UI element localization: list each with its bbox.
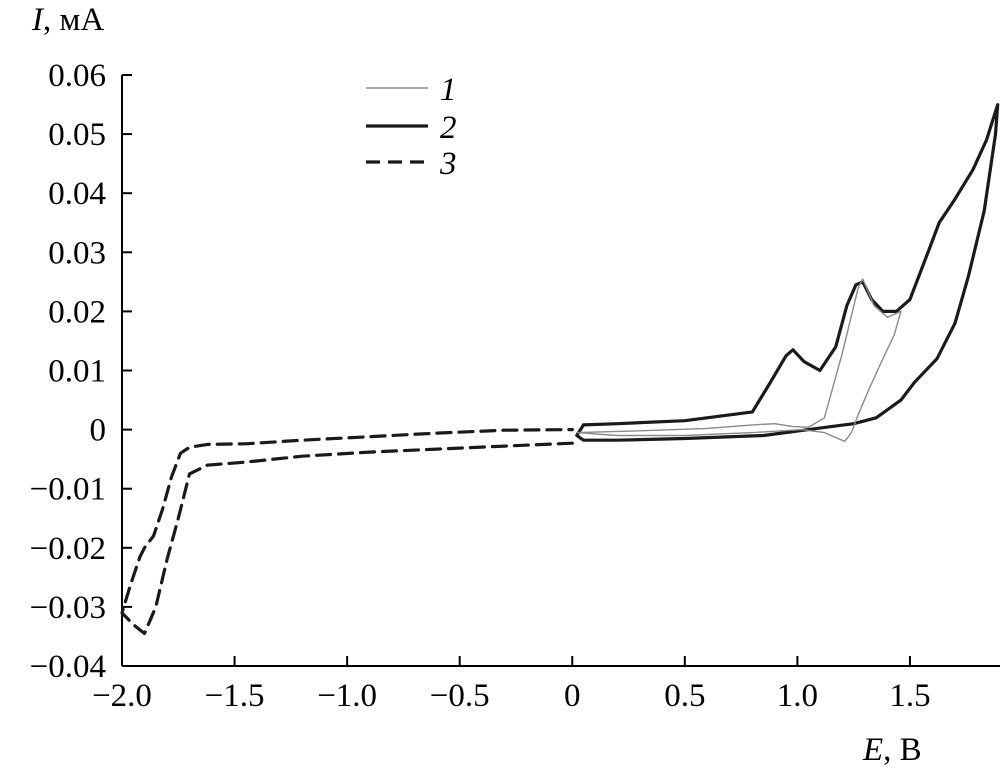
series-line-1 [576, 278, 902, 443]
x-tick-label: −1.0 [317, 678, 377, 714]
y-tick-label: 0 [90, 413, 107, 449]
y-tick-label: −0.02 [30, 531, 106, 567]
y-axis-title: I, мА [31, 2, 104, 38]
x-tick-label: 1.5 [889, 678, 930, 714]
legend: 123 [366, 72, 457, 182]
y-tick-label: −0.01 [30, 472, 106, 508]
x-axis-unit: , В [883, 732, 922, 768]
y-tick-label: 0.01 [48, 354, 106, 390]
y-tick-label: 0.05 [48, 117, 106, 153]
y-tick-label: 0.04 [48, 176, 106, 212]
y-tick-label: 0.03 [48, 235, 106, 271]
y-axis-symbol: I [31, 2, 45, 38]
x-tick-label: 0.5 [664, 678, 705, 714]
x-tick-label: −1.5 [205, 678, 265, 714]
legend-label-1: 1 [440, 72, 457, 108]
axes: 0.06 0.05 0.04 0.03 0.02 0.01 0 −0.01 −0.02 −0.03… [30, 58, 1000, 714]
legend-label-3: 3 [439, 146, 457, 182]
y-tick-label: 0.02 [48, 294, 106, 330]
legend-label-2: 2 [440, 110, 457, 146]
x-axis-symbol: E [862, 732, 883, 768]
series-line-2 [575, 103, 1000, 442]
x-tick-label: 0 [564, 678, 581, 714]
x-tick-label: −2.0 [92, 678, 152, 714]
series-layer [120, 103, 1000, 636]
x-axis-title: E, В [862, 732, 922, 768]
y-tick-label: −0.04 [30, 649, 106, 685]
series-line-3 [120, 428, 574, 636]
y-tick-label: 0.06 [48, 58, 106, 94]
y-tick-label: −0.03 [30, 590, 106, 626]
x-tick-label: 1.0 [777, 678, 818, 714]
x-tick-label: −0.5 [430, 678, 490, 714]
y-axis-unit: , мА [43, 2, 104, 38]
